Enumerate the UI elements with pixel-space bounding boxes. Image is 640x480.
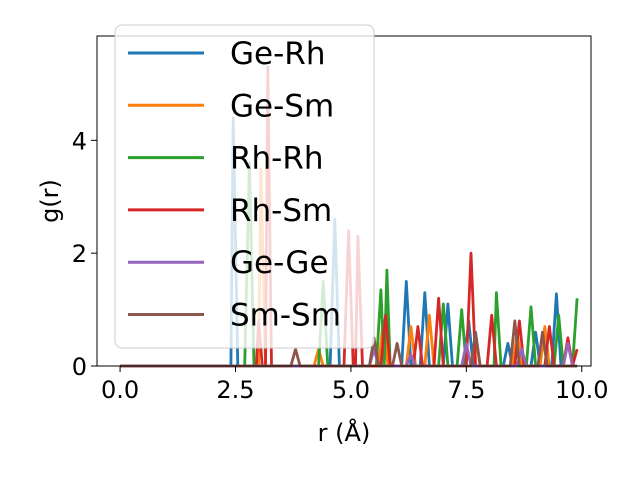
- legend-label: Ge-Sm: [230, 88, 334, 124]
- x-tick-label: 5.0: [332, 376, 370, 404]
- legend-label: Rh-Rh: [230, 141, 324, 177]
- legend-label: Sm-Sm: [230, 298, 341, 334]
- legend-label: Ge-Ge: [230, 245, 329, 281]
- x-tick-label: 10.0: [555, 376, 608, 404]
- y-tick-label: 4: [72, 127, 87, 155]
- y-tick-label: 2: [72, 240, 87, 268]
- legend-label: Ge-Rh: [230, 36, 325, 72]
- y-tick-label: 0: [72, 353, 87, 381]
- x-tick-label: 7.5: [447, 376, 485, 404]
- x-axis: 0.0 2.5 5.0 7.5 10.0: [101, 366, 608, 404]
- x-tick-label: 2.5: [216, 376, 254, 404]
- x-axis-label: r (Å): [318, 418, 371, 447]
- y-axis-label: g(r): [36, 179, 64, 223]
- y-axis: 0 2 4: [72, 127, 97, 381]
- legend-label: Rh-Sm: [230, 193, 332, 229]
- legend: Ge-Rh Ge-Sm Rh-Rh Rh-Sm Ge-Ge Sm-Sm: [114, 24, 375, 349]
- x-tick-label: 0.0: [101, 376, 139, 404]
